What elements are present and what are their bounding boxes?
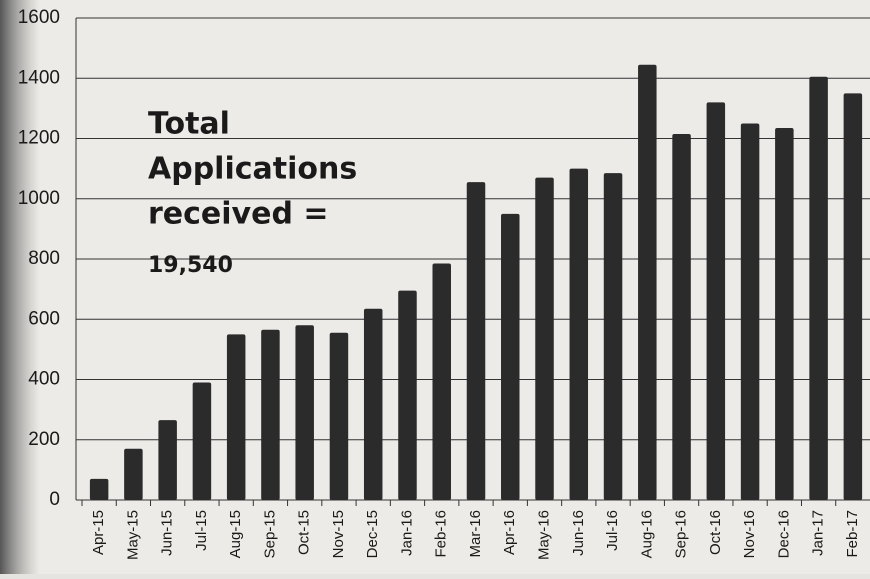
x-tick-label: May-16	[535, 510, 552, 560]
bar	[775, 127, 794, 501]
bar	[158, 420, 177, 500]
x-tick-label: Apr-16	[501, 510, 518, 555]
bar	[740, 123, 760, 500]
bar	[466, 182, 486, 500]
bar	[192, 382, 212, 500]
bar	[843, 93, 863, 500]
bar	[124, 448, 143, 500]
bar	[672, 133, 691, 500]
bar	[809, 76, 828, 501]
x-tick-label: May-15	[124, 510, 141, 560]
bar	[501, 213, 520, 500]
x-tick-label: Jan-16	[398, 510, 415, 556]
x-tick-label: Sep-15	[261, 510, 278, 558]
x-tick-label: Feb-17	[844, 510, 861, 558]
annotation-text: Total	[148, 107, 230, 142]
bar	[569, 168, 589, 500]
x-tick-label: Jan-17	[810, 510, 827, 556]
y-tick-label: 600	[28, 308, 60, 329]
x-tick-label: Sep-16	[673, 510, 690, 558]
x-tick-label: Oct-16	[707, 510, 724, 555]
x-tick-label: Mar-16	[467, 510, 484, 558]
x-tick-label: Nov-15	[330, 510, 347, 558]
bar	[398, 290, 417, 500]
annotation: Total Applications received = 19,540	[148, 107, 357, 279]
y-tick-label: 200	[28, 429, 60, 450]
bar	[432, 263, 451, 500]
bar	[535, 177, 554, 500]
y-tick-label: 0	[49, 489, 60, 510]
bar	[226, 334, 246, 500]
bar	[363, 308, 383, 500]
x-tick-label: Dec-16	[775, 510, 792, 558]
decor-strip	[0, 0, 40, 574]
bar	[706, 102, 726, 500]
bar	[638, 64, 657, 500]
bar	[261, 329, 280, 500]
bar	[295, 325, 314, 500]
x-tick-label: Apr-15	[90, 510, 107, 555]
x-tick-label: Aug-16	[638, 510, 655, 558]
annotation-text: received =	[148, 197, 329, 232]
x-tick-label: Dec-15	[364, 510, 381, 558]
x-tick-label: Nov-16	[741, 510, 758, 558]
bar	[603, 173, 623, 501]
y-tick-label: 1000	[18, 188, 60, 209]
bar	[89, 478, 109, 500]
x-tick-label: Jun-16	[570, 510, 587, 556]
x-tick-label: Jul-15	[193, 510, 210, 551]
x-tick-label: Jul-16	[604, 510, 621, 551]
y-tick-label: 1400	[18, 67, 60, 88]
x-tick-label: Oct-15	[296, 510, 313, 555]
y-tick-label: 400	[28, 369, 60, 390]
y-tick-label: 1200	[18, 128, 60, 149]
annotation-text: 19,540	[148, 253, 233, 278]
x-tick-label: Jun-15	[159, 510, 176, 556]
x-tick-label: Feb-16	[433, 510, 450, 558]
annotation-text: Applications	[148, 152, 357, 187]
y-tick-label: 800	[28, 248, 60, 269]
y-tick-label: 1600	[18, 7, 60, 28]
bar	[329, 332, 349, 500]
x-tick-label: Aug-15	[227, 510, 244, 558]
